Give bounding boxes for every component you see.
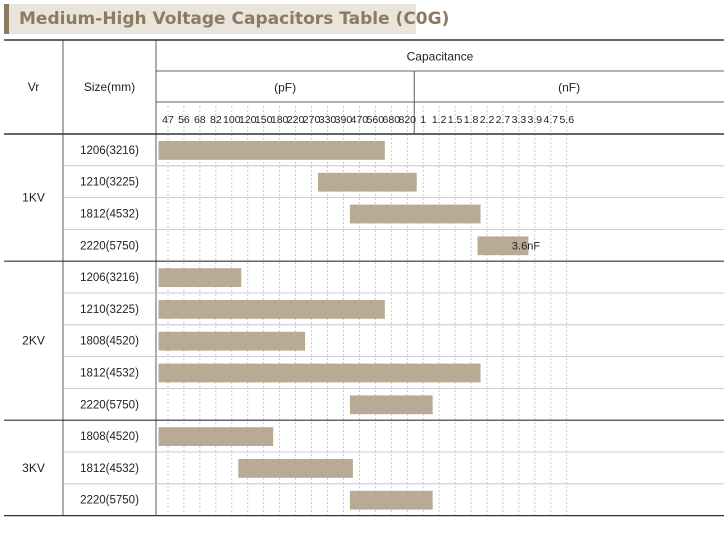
tick-label: 1 [420, 114, 426, 126]
tick-label: 560 [367, 114, 385, 126]
capacitance-bar [349, 395, 433, 415]
tick-label: 56 [178, 114, 190, 126]
tick-label: 220 [287, 114, 305, 126]
size-label: 1206(3216) [80, 272, 139, 284]
bar-annotation: 3.6nF [512, 240, 540, 252]
capacitance-bar [158, 427, 274, 446]
capacitance-bar [158, 300, 385, 319]
capacitance-bar [238, 459, 353, 478]
tick-label: 1.8 [464, 114, 479, 126]
chart-title: Medium-High Voltage Capacitors Table (C0… [19, 9, 450, 29]
tick-label: 470 [351, 114, 369, 126]
tick-label: 820 [398, 114, 416, 126]
size-label: 1808(4520) [80, 336, 139, 348]
size-label: 1812(4532) [80, 368, 139, 380]
tick-label: 47 [162, 114, 174, 126]
tick-label: 150 [255, 114, 273, 126]
tick-label: 120 [239, 114, 257, 126]
voltage-label: 3KV [22, 461, 45, 475]
size-label: 1812(4532) [80, 463, 139, 475]
capacitance-bar [158, 141, 385, 160]
tick-label: 1.5 [448, 114, 463, 126]
capacitance-bar [158, 268, 242, 287]
pf-unit-label: (pF) [274, 81, 296, 95]
tick-label: 2.2 [480, 114, 495, 126]
size-label: 1812(4532) [80, 209, 139, 221]
capacitance-header: Capacitance [407, 50, 474, 64]
size-label: 2220(5750) [80, 240, 139, 252]
voltage-label: 1KV [22, 191, 45, 205]
tick-label: 270 [303, 114, 321, 126]
capacitance-bar [349, 490, 433, 510]
size-header: Size(mm) [84, 80, 135, 94]
vr-header: Vr [28, 80, 40, 94]
size-label: 1808(4520) [80, 431, 139, 443]
tick-label: 1.2 [432, 114, 447, 126]
size-label: 1210(3225) [80, 304, 139, 316]
tick-label: 2.7 [496, 114, 511, 126]
size-label: 1210(3225) [80, 177, 139, 189]
nf-unit-label: (nF) [558, 81, 580, 95]
size-label: 2220(5750) [80, 399, 139, 411]
capacitance-bar [349, 204, 481, 224]
tick-label: 5.6 [559, 114, 574, 126]
capacitance-bar [158, 331, 306, 351]
tick-label: 330 [319, 114, 337, 126]
capacitance-bar [318, 172, 417, 192]
tick-label: 100 [223, 114, 241, 126]
voltage-label: 2KV [22, 334, 45, 348]
size-label: 1206(3216) [80, 145, 139, 157]
tick-label: 680 [383, 114, 401, 126]
title-bar: Medium-High Voltage Capacitors Table (C0… [4, 4, 449, 34]
tick-label: 4.7 [543, 114, 558, 126]
tick-label: 180 [271, 114, 289, 126]
size-label: 2220(5750) [80, 495, 139, 507]
tick-label: 68 [194, 114, 206, 126]
tick-label: 390 [335, 114, 353, 126]
capacitance-bar [477, 236, 529, 256]
tick-label: 3.9 [528, 114, 543, 126]
capacitance-bar [158, 363, 481, 383]
tick-label: 3.3 [512, 114, 527, 126]
tick-label: 82 [210, 114, 222, 126]
